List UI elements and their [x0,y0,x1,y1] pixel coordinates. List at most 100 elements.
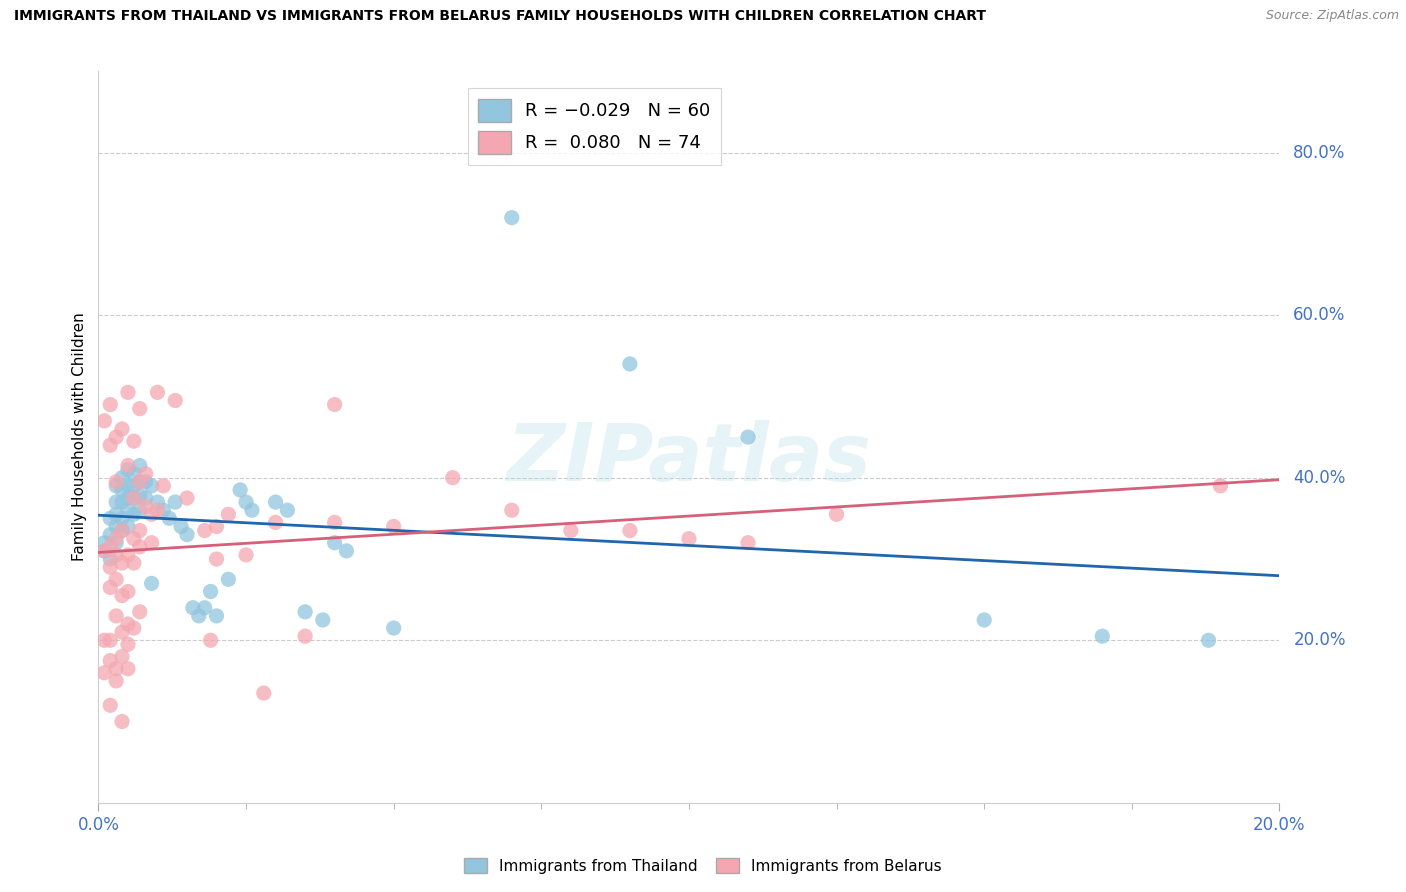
Point [128,458,150,473]
Point [264,516,287,530]
Point [105,572,128,586]
Point [98,438,121,452]
Point [825,508,848,522]
Point [117,662,139,676]
Point [98,654,121,668]
Point [1091,629,1114,643]
Point [122,479,145,493]
Point [253,686,276,700]
Point [93,544,115,558]
Point [111,524,134,538]
Point [98,552,121,566]
Point [323,535,346,549]
Point [93,665,115,680]
Point [98,698,121,713]
Point [105,479,128,493]
Point [619,357,641,371]
Point [111,495,134,509]
Point [117,491,139,505]
Point [98,511,121,525]
Point [117,458,139,473]
Point [501,503,523,517]
Point [128,540,150,554]
Point [98,398,121,412]
Point [122,491,145,505]
Point [105,608,128,623]
Point [165,495,187,509]
Point [217,508,239,522]
Point [146,503,169,517]
Point [122,532,145,546]
Point [105,430,128,444]
Point [128,524,150,538]
Point [122,467,145,481]
Point [973,613,995,627]
Point [105,532,128,546]
Text: 60.0%: 60.0% [1294,306,1346,324]
Point [217,572,239,586]
Point [1198,633,1220,648]
Point [323,516,346,530]
Point [323,398,346,412]
Point [335,544,357,558]
Point [111,511,134,525]
Point [93,535,115,549]
Point [146,385,169,400]
Point [105,475,128,489]
Point [157,511,180,525]
Point [200,633,222,648]
Point [93,544,115,558]
Point [105,495,128,509]
Point [181,600,204,615]
Point [441,471,464,485]
Point [205,552,228,566]
Text: Source: ZipAtlas.com: Source: ZipAtlas.com [1265,9,1399,22]
Point [117,385,139,400]
Point [141,479,163,493]
Point [194,600,217,615]
Text: 20.0%: 20.0% [1294,632,1346,649]
Point [194,524,217,538]
Point [128,401,150,416]
Point [135,467,157,481]
Point [229,483,252,497]
Point [165,393,187,408]
Point [111,714,134,729]
Point [264,495,287,509]
Point [117,548,139,562]
Point [135,499,157,513]
Point [141,576,163,591]
Point [146,495,169,509]
Point [117,462,139,476]
Point [200,584,222,599]
Point [1209,479,1232,493]
Point [152,503,174,517]
Text: ZIPatlas: ZIPatlas [506,420,872,498]
Point [122,621,145,635]
Point [117,637,139,651]
Point [122,508,145,522]
Point [105,508,128,522]
Point [105,673,128,688]
Text: IMMIGRANTS FROM THAILAND VS IMMIGRANTS FROM BELARUS FAMILY HOUSEHOLDS WITH CHILD: IMMIGRANTS FROM THAILAND VS IMMIGRANTS F… [14,9,986,23]
Point [501,211,523,225]
Point [312,613,335,627]
Point [176,491,198,505]
Point [105,535,128,549]
Point [98,633,121,648]
Point [128,489,150,503]
Point [128,475,150,489]
Point [111,524,134,538]
Point [205,519,228,533]
Point [117,584,139,599]
Y-axis label: Family Households with Children: Family Households with Children [72,313,87,561]
Point [619,524,641,538]
Point [98,560,121,574]
Point [135,475,157,489]
Point [128,605,150,619]
Point [117,479,139,493]
Point [111,625,134,640]
Point [105,662,128,676]
Point [122,556,145,570]
Point [111,422,134,436]
